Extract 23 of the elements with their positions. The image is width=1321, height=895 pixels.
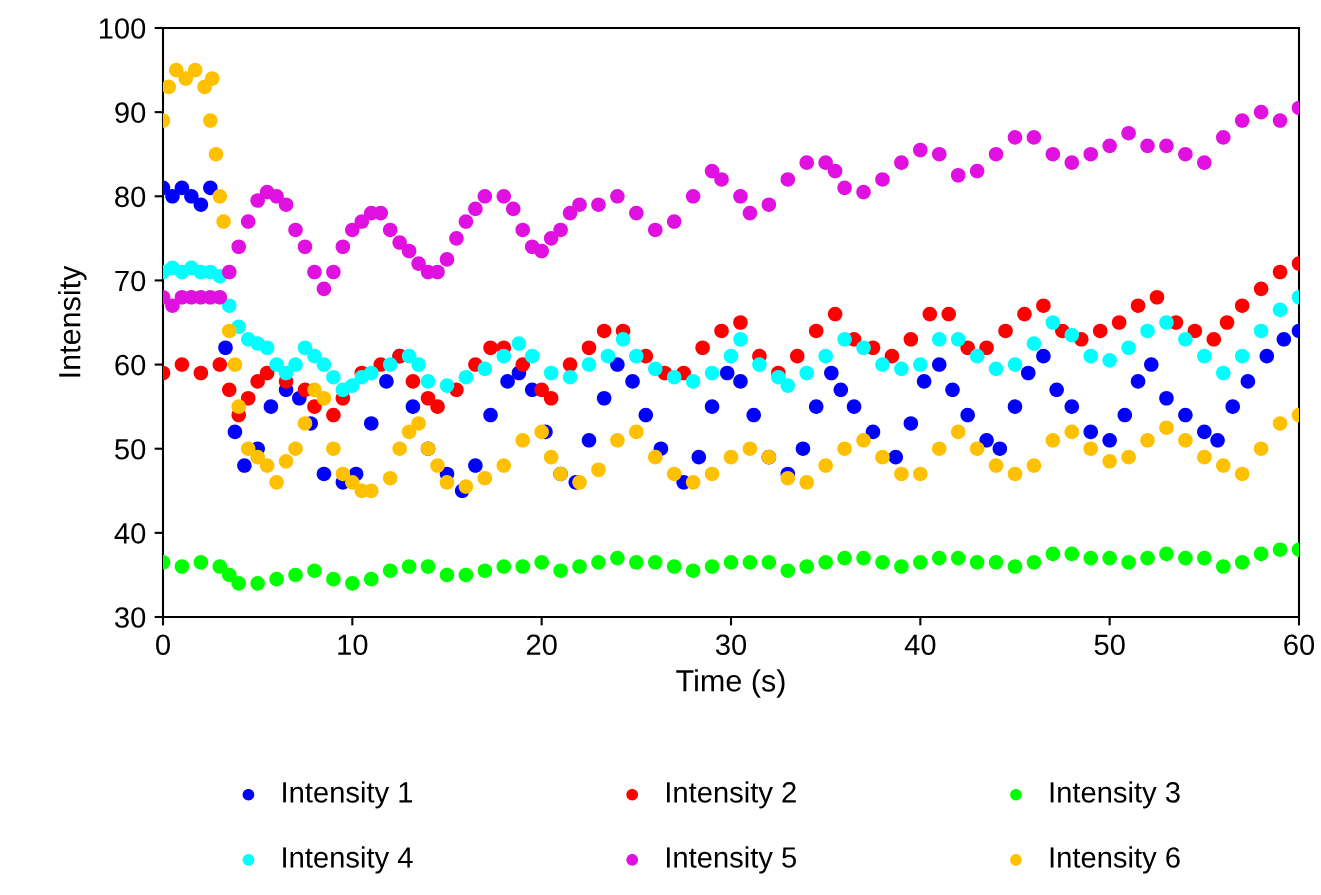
y-tick-label: 30 xyxy=(115,607,146,628)
legend-label: Intensity 5 xyxy=(666,846,797,874)
legend-label: Intensity 2 xyxy=(666,781,796,809)
y-tick-label: 60 xyxy=(115,354,146,376)
y-tick-label: 50 xyxy=(115,438,146,460)
y-tick-label: 80 xyxy=(115,186,146,208)
x-tick-label: 0 xyxy=(156,634,170,656)
x-tick-label: 20 xyxy=(526,634,557,656)
legend-label: Intensity 4 xyxy=(283,846,413,874)
x-tick-label: 40 xyxy=(904,634,936,656)
y-tick-label: 40 xyxy=(114,523,146,544)
x-tick-label: 10 xyxy=(338,634,368,656)
y-tick-label: 70 xyxy=(115,270,146,292)
x-axis-title: Time (s) xyxy=(676,669,785,698)
legend-label: Intensity 3 xyxy=(1050,781,1180,809)
legend-label: Intensity 6 xyxy=(1050,846,1180,874)
legend-label: Intensity 1 xyxy=(283,781,413,809)
y-tick-label: 100 xyxy=(99,18,146,39)
x-tick-label: 30 xyxy=(715,634,747,656)
x-tick-label: 50 xyxy=(1094,634,1125,656)
x-tick-label: 60 xyxy=(1284,634,1315,656)
y-axis-title: Intensity xyxy=(58,265,87,377)
y-tick-label: 90 xyxy=(115,102,146,123)
